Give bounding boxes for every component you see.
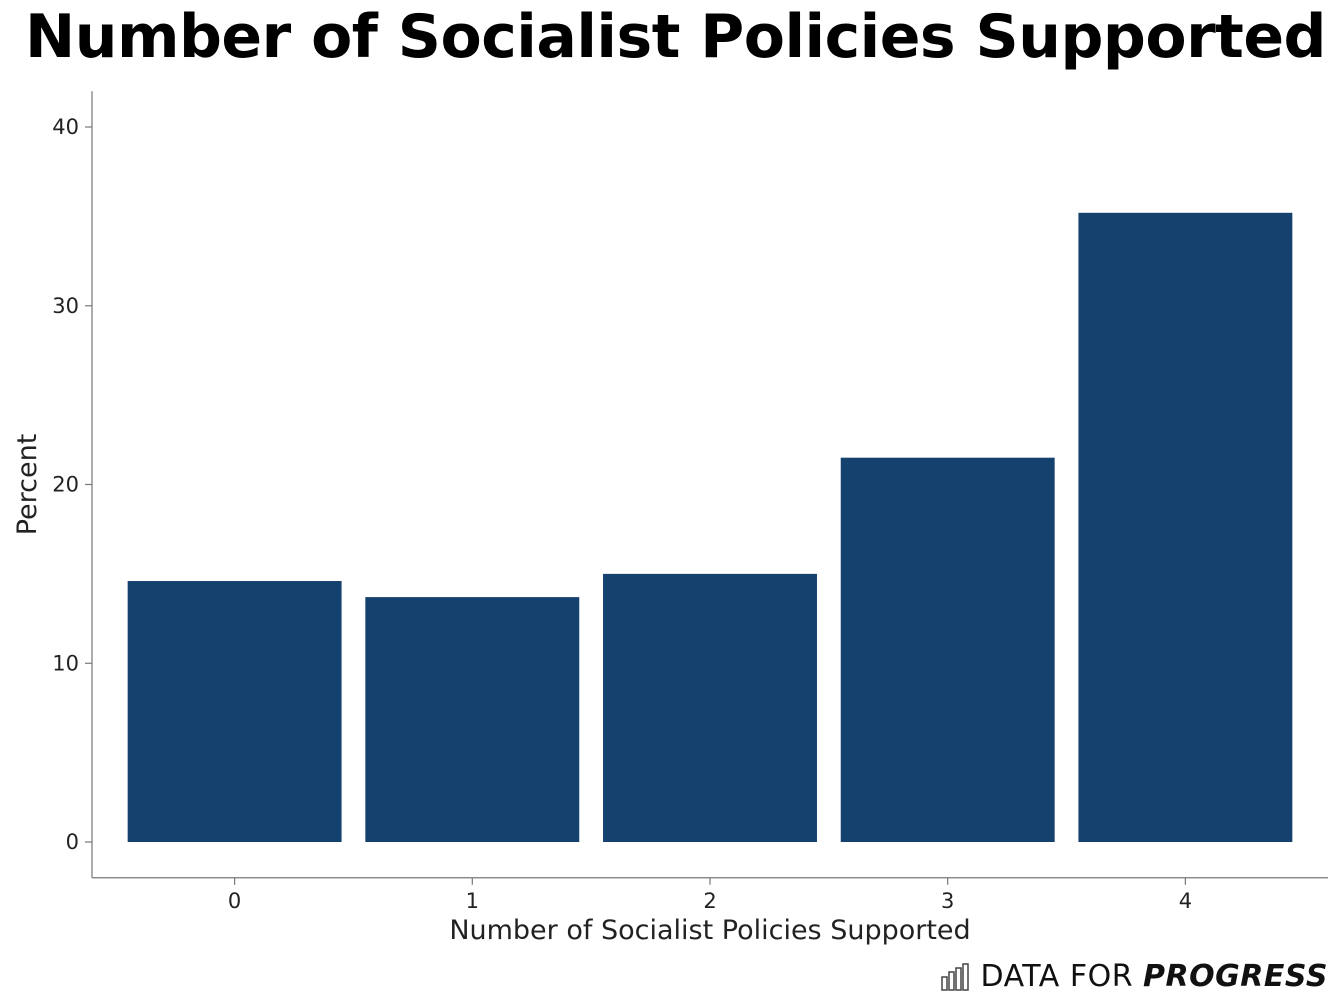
bar-1: [365, 597, 580, 842]
x-tick-label: 3: [941, 889, 954, 913]
x-tick-label: 1: [466, 889, 479, 913]
bar-chart-icon: [940, 962, 969, 991]
chart-title: Number of Socialist Policies Supported: [25, 2, 1326, 72]
chart-bars: [127, 212, 1293, 843]
y-tick-label: 10: [52, 651, 79, 675]
data-for-progress-logo: DATA FOR PROGRESS: [940, 959, 1329, 994]
brand-text-progress: PROGRESS: [1143, 959, 1328, 994]
y-axis-ticks: 0 10 20 30 40: [52, 115, 92, 854]
bar-0: [127, 581, 342, 842]
bar-3: [840, 457, 1055, 842]
x-tick-label: 2: [703, 889, 716, 913]
y-tick-label: 20: [52, 473, 79, 497]
x-tick-label: 4: [1179, 889, 1192, 913]
x-tick-label: 0: [228, 889, 241, 913]
y-tick-label: 30: [52, 294, 79, 318]
y-tick-label: 0: [66, 830, 79, 854]
bar-4: [1078, 212, 1293, 843]
x-axis-label: Number of Socialist Policies Supported: [449, 915, 970, 946]
x-axis-ticks: 0 1 2 3 4: [228, 877, 1192, 913]
y-tick-label: 40: [52, 115, 79, 139]
y-axis-label: Percent: [12, 434, 43, 536]
brand-text-data-for: DATA FOR: [980, 959, 1134, 994]
bar-2: [603, 573, 817, 842]
